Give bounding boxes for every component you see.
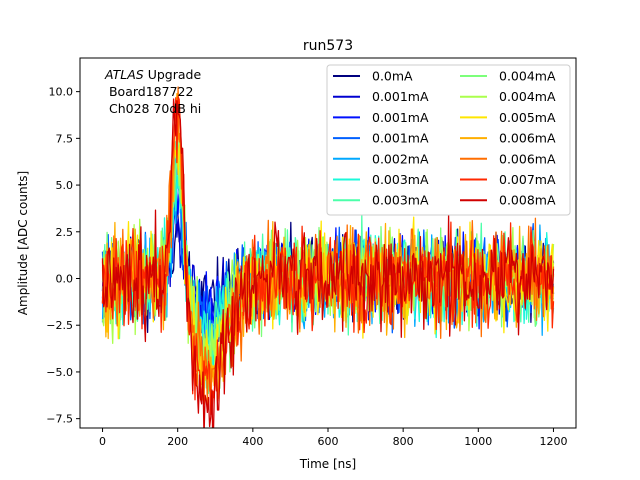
chart-title: run573	[303, 38, 353, 54]
legend-label: 0.008mA	[499, 193, 556, 208]
annotation-channel: Ch028 70dB hi	[105, 101, 201, 116]
y-tick-label: −2.5	[46, 319, 73, 332]
x-tick-label: 600	[318, 435, 339, 448]
y-tick-label: −5.0	[46, 366, 73, 379]
series-line	[101, 98, 555, 428]
x-axis-ticks: 0 200 400 600 800 1000 1200	[99, 428, 567, 448]
legend-label: 0.007mA	[499, 172, 556, 187]
svg-text:ATLAS Upgrade: ATLAS Upgrade	[104, 67, 201, 82]
x-tick-label: 200	[167, 435, 188, 448]
legend-label: 0.001mA	[372, 131, 429, 146]
x-axis-label: Time [ns]	[299, 457, 356, 471]
y-tick-label: 5.0	[56, 179, 74, 192]
y-tick-label: 2.5	[56, 226, 74, 239]
legend-label: 0.001mA	[372, 89, 429, 104]
x-tick-label: 0	[99, 435, 106, 448]
legend-label: 0.003mA	[372, 172, 429, 187]
annotation-board: Board187722	[105, 84, 193, 99]
legend: 0.0mA 0.001mA 0.001mA 0.001mA 0.002mA 0.003mA…	[326, 64, 571, 216]
y-tick-label: −7.5	[46, 413, 73, 426]
annotation-atlas: ATLAS	[104, 67, 144, 82]
legend-label: 0.004mA	[499, 69, 556, 84]
x-tick-label: 800	[393, 435, 414, 448]
y-tick-label: 7.5	[56, 132, 74, 145]
series-line	[101, 96, 555, 416]
y-tick-label: 0.0	[56, 273, 74, 286]
x-tick-label: 400	[242, 435, 263, 448]
legend-label: 0.005mA	[499, 110, 556, 125]
x-tick-label: 1000	[464, 435, 492, 448]
legend-label: 0.003mA	[372, 193, 429, 208]
legend-box	[326, 64, 571, 216]
annotation-upgrade: Upgrade	[144, 67, 202, 82]
legend-label: 0.006mA	[499, 131, 556, 146]
legend-label: 0.001mA	[372, 110, 429, 125]
legend-label: 0.006mA	[499, 151, 556, 166]
y-axis-ticks: −7.5 −5.0 −2.5 0.0 2.5 5.0 7.5 10.0	[46, 86, 80, 426]
legend-label: 0.0mA	[372, 69, 413, 84]
x-tick-label: 1200	[539, 435, 567, 448]
atlas-annotation: ATLAS Upgrade Board187722 Ch028 70dB hi	[104, 67, 201, 116]
legend-label: 0.004mA	[499, 89, 556, 104]
legend-label: 0.002mA	[372, 151, 429, 166]
y-tick-label: 10.0	[49, 86, 74, 99]
series-layer	[101, 86, 555, 428]
y-axis-label: Amplitude [ADC counts]	[16, 171, 30, 315]
